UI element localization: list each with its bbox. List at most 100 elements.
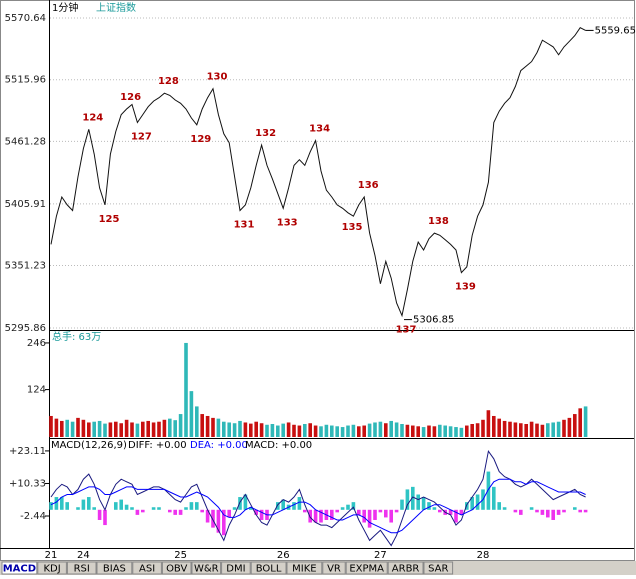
tab[interactable]	[345, 561, 388, 575]
volume-bar	[60, 420, 64, 437]
tab[interactable]	[221, 561, 251, 575]
tab-label[interactable]: DMI	[226, 564, 245, 575]
tab-label[interactable]: VR	[327, 564, 341, 575]
volume-bar	[546, 423, 550, 437]
macd-bar	[87, 497, 91, 510]
y-tick-label: +23.11	[9, 446, 46, 457]
volume-bar	[367, 423, 372, 437]
tab[interactable]	[322, 561, 346, 575]
macd-bar	[141, 509, 145, 513]
tab-label[interactable]: KDJ	[43, 564, 60, 575]
tab[interactable]	[286, 561, 323, 575]
volume-bar	[405, 424, 410, 437]
legend-entry: MACD: +0.00	[245, 440, 312, 451]
volume-bar	[551, 422, 555, 437]
volume-bar	[481, 419, 485, 437]
volume-bar	[259, 423, 264, 437]
tab[interactable]	[423, 561, 454, 575]
volume-bar	[281, 423, 285, 437]
macd-bar	[578, 509, 582, 513]
tab[interactable]	[161, 561, 192, 575]
volume-bar	[70, 421, 75, 437]
point-label: 129	[190, 134, 211, 145]
volume-bar	[303, 424, 307, 437]
macd-bar	[200, 509, 204, 513]
macd-bar	[427, 502, 431, 510]
tab[interactable]	[191, 561, 222, 575]
tab-label[interactable]: ARBR	[392, 564, 420, 575]
macd-bar	[529, 507, 534, 510]
macd-bar	[573, 507, 577, 510]
macd-bar	[486, 471, 491, 510]
tab-label[interactable]: MACD	[3, 564, 36, 575]
tab-label[interactable]: BIAS	[103, 564, 126, 575]
volume-bar	[270, 424, 275, 437]
volume-bar	[141, 421, 145, 437]
period: 1分钟	[52, 1, 78, 14]
tab-label[interactable]: OBV	[166, 564, 187, 575]
point-label: 132	[255, 128, 276, 139]
tab-label[interactable]: RSI	[74, 564, 90, 575]
volume-bar	[114, 421, 118, 437]
tab[interactable]	[132, 561, 162, 575]
macd-bar	[502, 507, 507, 510]
macd-bar	[65, 502, 69, 510]
macd-bar	[54, 497, 59, 510]
tab[interactable]	[37, 561, 67, 575]
volume-bar	[157, 421, 161, 437]
tab[interactable]	[96, 561, 133, 575]
macd-bar	[297, 497, 302, 510]
tab-label[interactable]: MIKE	[292, 564, 316, 575]
tab[interactable]	[1, 561, 38, 575]
volume-bar	[146, 420, 150, 437]
volume-bar	[92, 421, 96, 437]
y-tick-label: 5515.96	[5, 75, 46, 86]
macd-bar	[416, 494, 420, 510]
price-line	[50, 27, 586, 318]
volume-bar	[416, 426, 420, 437]
volume-bar	[389, 420, 393, 437]
y-tick-label: -2.44	[20, 511, 46, 522]
x-tick-label: 27	[374, 550, 387, 561]
tab-label[interactable]: SAR	[428, 564, 448, 575]
volume-bar	[519, 423, 523, 437]
volume-bar	[313, 425, 318, 437]
volume-bar	[292, 424, 296, 437]
macd-bar	[492, 486, 496, 510]
point-label: 139	[455, 282, 476, 293]
volume-bar	[76, 417, 80, 437]
macd-bar	[232, 507, 237, 510]
volume-bar	[562, 419, 566, 437]
point-label: 135	[342, 222, 363, 233]
volume-bar	[529, 421, 534, 437]
macd-bar	[227, 509, 231, 518]
macd-bar	[259, 509, 264, 520]
tab-label[interactable]: W&R	[194, 564, 219, 575]
macd-bar	[157, 507, 161, 510]
tab[interactable]	[387, 561, 424, 575]
macd-bar	[378, 509, 383, 513]
macd-bar	[384, 509, 388, 518]
macd-title: MACD(12,26,9)	[51, 440, 127, 451]
tab-label[interactable]: BOLL	[256, 564, 282, 575]
tab-label[interactable]: EXPMA	[349, 564, 384, 575]
macd-bar	[357, 509, 361, 515]
macd-bar	[97, 509, 102, 520]
point-label: 127	[131, 132, 152, 143]
point-label: 124	[82, 112, 103, 123]
x-tick-label: 21	[45, 550, 58, 561]
tab[interactable]	[66, 561, 97, 575]
volume-bar	[173, 420, 177, 437]
legend-entry: DIFF: +0.00	[128, 440, 187, 451]
macd-bar	[346, 504, 350, 510]
volume-bar	[54, 418, 59, 437]
volume-bar	[162, 419, 167, 437]
volume-bar	[211, 417, 215, 437]
frame	[0, 0, 635, 561]
tab[interactable]	[250, 561, 287, 575]
volume-bar	[465, 425, 469, 437]
volume-bar	[400, 424, 404, 437]
tab-label[interactable]: ASI	[139, 564, 155, 575]
volume-bar	[475, 423, 480, 437]
